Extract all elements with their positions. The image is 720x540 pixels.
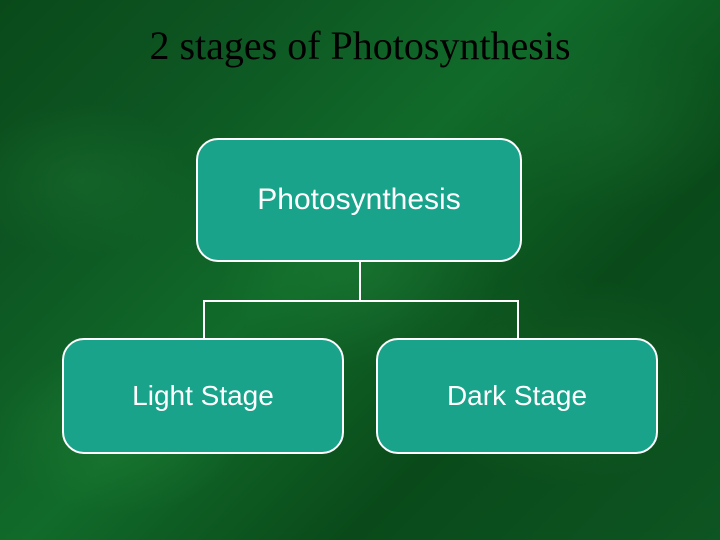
node-light-label: Light Stage <box>132 380 274 412</box>
node-dark-stage: Dark Stage <box>376 338 658 454</box>
connector-h-split <box>203 300 517 302</box>
slide: 2 stages of Photosynthesis Photosynthesi… <box>0 0 720 540</box>
node-dark-label: Dark Stage <box>447 380 587 412</box>
connector-root-down <box>359 262 361 300</box>
connector-left-down <box>203 300 205 338</box>
connector-right-down <box>517 300 519 338</box>
slide-title: 2 stages of Photosynthesis <box>0 22 720 69</box>
node-light-stage: Light Stage <box>62 338 344 454</box>
node-root-label: Photosynthesis <box>257 183 460 217</box>
node-root: Photosynthesis <box>196 138 522 262</box>
